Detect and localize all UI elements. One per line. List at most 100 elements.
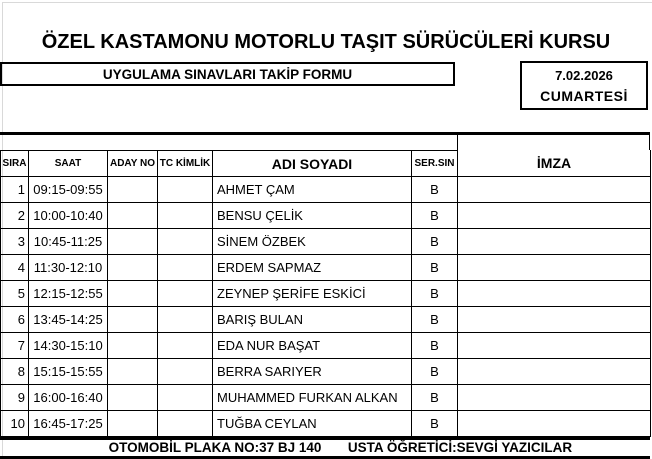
cell-imza [458, 203, 651, 229]
cell-sira: 5 [1, 281, 29, 307]
cell-adi-soyadi: MUHAMMED FURKAN ALKAN [213, 385, 412, 411]
page-edge-left [2, 2, 3, 459]
table-row: 1 09:15-09:55 AHMET ÇAM B [0, 177, 651, 203]
cell-imza [458, 281, 651, 307]
header-tc-kimlik: TC KİMLİK [158, 150, 213, 177]
cell-ser-sin: B [412, 229, 458, 255]
cell-saat: 10:45-11:25 [29, 229, 108, 255]
table-prehead-strip [0, 135, 650, 150]
cell-adi-soyadi: TUĞBA CEYLAN [213, 411, 412, 437]
cell-saat: 15:15-15:55 [29, 359, 108, 385]
cell-aday-no [108, 307, 158, 333]
cell-aday-no [108, 385, 158, 411]
cell-tc-kimlik [158, 255, 213, 281]
table-row: 9 16:00-16:40 MUHAMMED FURKAN ALKAN B [0, 385, 651, 411]
cell-adi-soyadi: ZEYNEP ŞERİFE ESKİCİ [213, 281, 412, 307]
cell-sira: 3 [1, 229, 29, 255]
table-row: 10 16:45-17:25 TUĞBA CEYLAN B [0, 411, 651, 437]
cell-saat: 16:45-17:25 [29, 411, 108, 437]
table-row: 3 10:45-11:25 SİNEM ÖZBEK B [0, 229, 651, 255]
cell-aday-no [108, 411, 158, 437]
cell-ser-sin: B [412, 333, 458, 359]
cell-tc-kimlik [158, 333, 213, 359]
cell-saat: 12:15-12:55 [29, 281, 108, 307]
cell-ser-sin: B [412, 411, 458, 437]
cell-imza [458, 333, 651, 359]
cell-tc-kimlik [158, 385, 213, 411]
cell-tc-kimlik [158, 203, 213, 229]
cell-ser-sin: B [412, 177, 458, 203]
cell-sira: 9 [1, 385, 29, 411]
cell-tc-kimlik [158, 281, 213, 307]
cell-imza [458, 385, 651, 411]
cell-tc-kimlik [158, 177, 213, 203]
cell-imza [458, 177, 651, 203]
table-row: 4 11:30-12:10 ERDEM SAPMAZ B [0, 255, 651, 281]
footer-instructor-label: USTA ÖĞRETİCİ:SEVGİ YAZICILAR [347, 440, 573, 455]
cell-saat: 14:30-15:10 [29, 333, 108, 359]
cell-imza [458, 307, 651, 333]
cell-aday-no [108, 177, 158, 203]
cell-adi-soyadi: BERRA SARIYER [213, 359, 412, 385]
cell-ser-sin: B [412, 359, 458, 385]
cell-ser-sin: B [412, 203, 458, 229]
cell-adi-soyadi: BARIŞ BULAN [213, 307, 412, 333]
cell-adi-soyadi: BENSU ÇELİK [213, 203, 412, 229]
cell-saat: 13:45-14:25 [29, 307, 108, 333]
cell-tc-kimlik [158, 411, 213, 437]
imza-header-extension [457, 135, 650, 150]
page-title: ÖZEL KASTAMONU MOTORLU TAŞIT SÜRÜCÜLERİ … [41, 31, 611, 53]
cell-adi-soyadi: ERDEM SAPMAZ [213, 255, 412, 281]
subtitle-label: UYGULAMA SINAVLARI TAKİP FORMU [102, 66, 353, 82]
cell-sira: 7 [1, 333, 29, 359]
cell-aday-no [108, 281, 158, 307]
cell-ser-sin: B [412, 385, 458, 411]
table-top-border [0, 132, 650, 135]
page-edge-top [2, 2, 652, 3]
date-box: 7.02.2026 CUMARTESİ [520, 61, 648, 110]
header-sira: SIRA [1, 150, 29, 177]
cell-adi-soyadi: AHMET ÇAM [213, 177, 412, 203]
cell-aday-no [108, 229, 158, 255]
cell-tc-kimlik [158, 307, 213, 333]
table-row: 5 12:15-12:55 ZEYNEP ŞERİFE ESKİCİ B [0, 281, 651, 307]
cell-ser-sin: B [412, 281, 458, 307]
date-value: 7.02.2026 [555, 67, 613, 83]
exam-table: SIRA SAAT ADAY NO TC KİMLİK ADI SOYADI S… [0, 132, 651, 437]
footer-plate-label: OTOMOBİL PLAKA NO:37 BJ 140 [108, 440, 322, 455]
table-row: 6 13:45-14:25 BARIŞ BULAN B [0, 307, 651, 333]
cell-aday-no [108, 359, 158, 385]
cell-adi-soyadi: SİNEM ÖZBEK [213, 229, 412, 255]
table-header-row: SIRA SAAT ADAY NO TC KİMLİK ADI SOYADI S… [0, 150, 651, 177]
table-row: 2 10:00-10:40 BENSU ÇELİK B [0, 203, 651, 229]
cell-saat: 10:00-10:40 [29, 203, 108, 229]
cell-aday-no [108, 255, 158, 281]
cell-sira: 8 [1, 359, 29, 385]
cell-sira: 10 [1, 411, 29, 437]
cell-saat: 11:30-12:10 [29, 255, 108, 281]
header-ser-sin: SER.SIN [412, 150, 458, 177]
cell-tc-kimlik [158, 359, 213, 385]
cell-ser-sin: B [412, 307, 458, 333]
cell-aday-no [108, 333, 158, 359]
cell-saat: 16:00-16:40 [29, 385, 108, 411]
cell-adi-soyadi: EDA NUR BAŞAT [213, 333, 412, 359]
date-day: CUMARTESİ [540, 87, 628, 104]
header-aday-no: ADAY NO [108, 150, 158, 177]
cell-imza [458, 359, 651, 385]
cell-sira: 1 [1, 177, 29, 203]
cell-aday-no [108, 203, 158, 229]
header-imza: İMZA [458, 150, 651, 177]
table-row: 8 15:15-15:55 BERRA SARIYER B [0, 359, 651, 385]
cell-imza [458, 229, 651, 255]
cell-sira: 6 [1, 307, 29, 333]
footer-bar: OTOMOBİL PLAKA NO:37 BJ 140 USTA ÖĞRETİC… [0, 437, 650, 459]
table-row: 7 14:30-15:10 EDA NUR BAŞAT B [0, 333, 651, 359]
cell-imza [458, 411, 651, 437]
cell-ser-sin: B [412, 255, 458, 281]
cell-imza [458, 255, 651, 281]
cell-saat: 09:15-09:55 [29, 177, 108, 203]
cell-tc-kimlik [158, 229, 213, 255]
cell-sira: 4 [1, 255, 29, 281]
